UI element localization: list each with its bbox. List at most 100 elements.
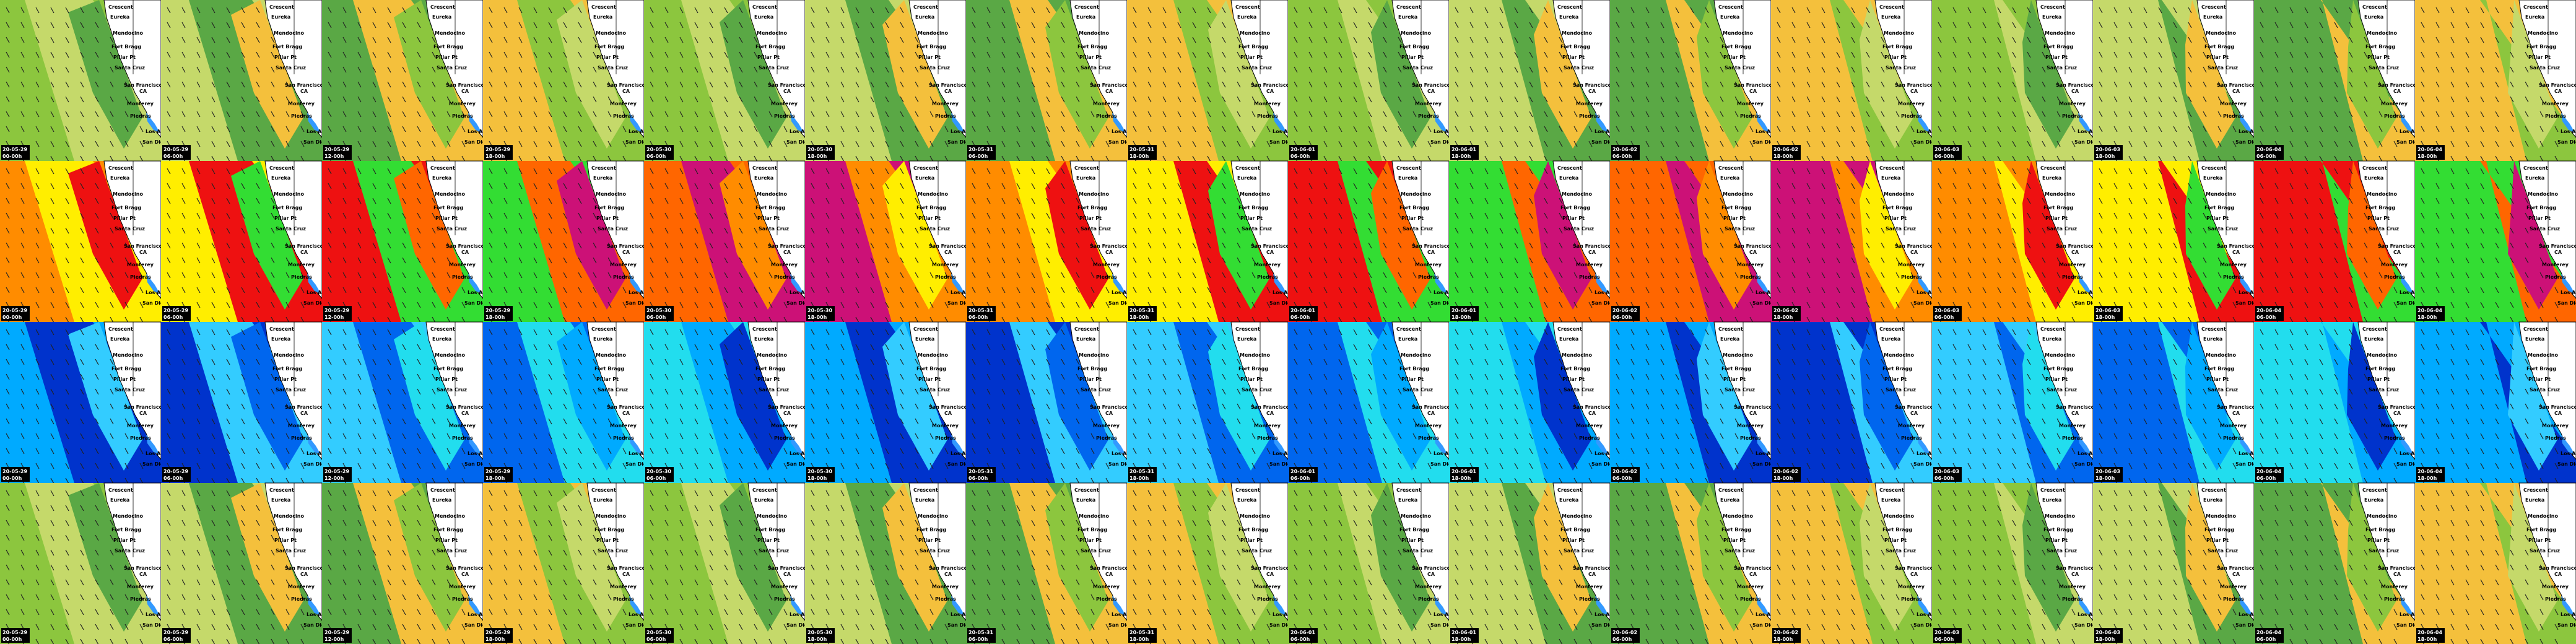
wind-arrow: [518, 81, 523, 88]
wind-arrow: [357, 51, 362, 58]
wind-arrow: [402, 227, 406, 234]
place-label: CA: [1105, 250, 1113, 255]
wind-arrow: [709, 594, 713, 601]
wind-arrow: [1061, 520, 1065, 526]
wind-arrow: [986, 168, 991, 175]
wind-arrow: [1001, 287, 1006, 294]
wind-arrow: [724, 96, 728, 103]
wind-arrow: [1090, 287, 1095, 294]
wind-arrow: [211, 227, 215, 234]
wind-arrow: [986, 520, 991, 526]
place-label: Piedras: [1257, 435, 1278, 441]
wind-arrow: [1090, 624, 1095, 630]
wind-arrow: [1090, 126, 1095, 133]
wind-arrow: [211, 7, 215, 14]
wind-arrow: [694, 302, 698, 308]
place-label: Pillar Pt: [1240, 215, 1263, 221]
place-label: San Francisco: [124, 404, 163, 410]
wind-arrow: [1016, 534, 1020, 541]
wind-arrow: [167, 403, 171, 410]
wind-arrow: [900, 111, 904, 118]
date-box: [967, 628, 996, 643]
wind-arrow: [664, 418, 669, 425]
wind-arrow: [503, 183, 508, 189]
bay-water: [146, 113, 160, 133]
place-label: San Diego: [142, 461, 171, 467]
wind-arrow: [489, 534, 493, 541]
wind-arrow: [915, 359, 919, 365]
place-label: Piedras: [1257, 274, 1278, 280]
wind-arrow: [1133, 183, 1137, 189]
wind-arrow: [563, 287, 567, 294]
wind-arrow: [226, 155, 230, 162]
wind-arrow: [417, 7, 421, 14]
wind-arrow: [446, 257, 451, 264]
wind-arrow: [402, 609, 406, 616]
place-label: Pillar Pt: [918, 54, 941, 60]
wind-arrow: [65, 272, 69, 279]
wind-arrow: [739, 155, 743, 162]
place-label: Fort Bragg: [1399, 205, 1429, 211]
wind-arrow: [489, 448, 493, 455]
wind-arrow: [1046, 37, 1050, 43]
place-label: CA: [944, 250, 952, 255]
wind-arrow: [80, 490, 84, 497]
wind-arrow: [6, 81, 10, 88]
wind-arrow: [1147, 66, 1152, 73]
wind-arrow: [20, 609, 25, 616]
place-label: Santa Cruz: [598, 65, 628, 71]
wind-arrow: [1076, 433, 1080, 440]
wind-arrow: [650, 344, 654, 350]
wind-arrow: [285, 564, 290, 571]
wind-arrow: [664, 212, 669, 219]
wind-arrow: [1031, 51, 1035, 58]
place-label: San Francisco: [607, 565, 646, 571]
wind-arrow: [402, 373, 406, 380]
wind-arrow: [65, 198, 69, 204]
wind-arrow: [328, 168, 332, 175]
place-label: Monterey: [1093, 423, 1120, 429]
bay-water: [468, 113, 482, 133]
wind-arrow: [754, 520, 758, 526]
wind-arrow: [533, 403, 537, 410]
wind-arrow: [664, 51, 669, 58]
wind-arrow: [840, 302, 845, 308]
bay-water: [468, 274, 482, 294]
wind-arrow: [1061, 141, 1065, 147]
wind-arrow: [372, 198, 376, 204]
time-label: 00-00h: [2, 476, 22, 481]
wind-arrow: [915, 373, 919, 380]
wind-arrow: [825, 257, 830, 264]
place-label: Crescent: [752, 487, 777, 493]
wind-arrow: [372, 168, 376, 175]
wind-arrow: [20, 594, 25, 601]
wind-arrow: [1133, 227, 1137, 234]
wind-arrow: [607, 242, 612, 249]
place-label: Pillar Pt: [274, 215, 297, 221]
wind-arrow: [724, 257, 728, 264]
wind-arrow: [503, 594, 508, 601]
date-box: [484, 145, 513, 160]
wind-arrow: [1222, 302, 1226, 308]
wind-arrow: [915, 594, 919, 601]
field-band: [394, 483, 464, 632]
place-label: Fort Bragg: [433, 527, 463, 533]
wind-arrow: [256, 141, 260, 147]
wind-arrow: [929, 564, 934, 571]
wind-arrow: [417, 51, 421, 58]
wind-arrow: [825, 37, 830, 43]
wind-arrow: [593, 418, 597, 425]
wind-arrow: [739, 257, 743, 264]
wind-arrow: [563, 37, 567, 43]
place-label: CA: [944, 89, 952, 94]
wind-arrow: [357, 37, 362, 43]
wind-arrow: [417, 448, 421, 455]
wind-arrow: [80, 579, 84, 586]
wind-arrow: [840, 564, 845, 571]
place-label: Crescent: [108, 326, 133, 332]
wind-arrow: [533, 242, 537, 249]
wind-arrow: [1061, 51, 1065, 58]
wind-arrow: [548, 388, 552, 395]
wind-arrow: [328, 418, 332, 425]
